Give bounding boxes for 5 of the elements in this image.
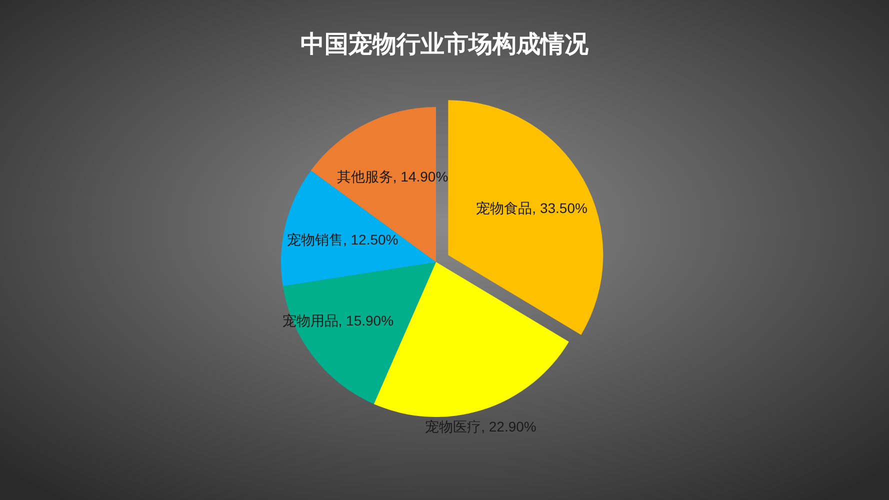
slice-label: 宠物食品, 33.50% [476,200,588,216]
chart-title: 中国宠物行业市场构成情况 [300,31,590,58]
slice-label: 宠物销售, 12.50% [286,231,398,248]
slice-label: 宠物医疗, 22.90% [425,418,536,434]
slice-label: 其他服务, 14.90% [336,168,448,184]
